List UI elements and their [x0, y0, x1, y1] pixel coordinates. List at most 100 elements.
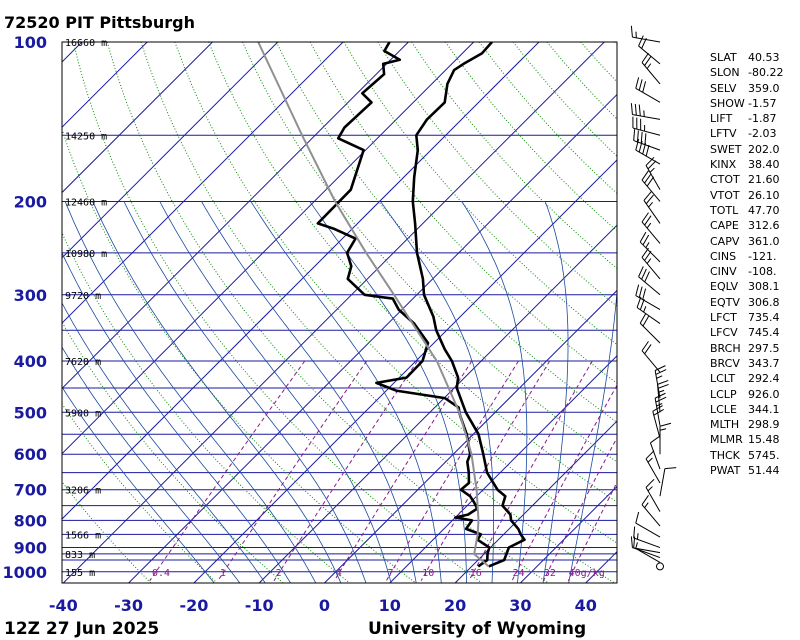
wind-barb	[645, 450, 661, 484]
index-key: LCLE	[710, 402, 737, 416]
mixing-ratio-line	[511, 384, 617, 582]
index-value: 306.8	[748, 295, 780, 309]
isotherm-line	[128, 93, 617, 583]
height-label: 155 m	[65, 568, 95, 579]
temperature-tick-label: 10	[379, 596, 401, 615]
isotherm-line	[62, 42, 409, 390]
wind-barb	[649, 435, 661, 470]
wind-barb	[659, 467, 677, 497]
moist-adiabat-line	[250, 201, 442, 583]
height-label: 1566 m	[65, 530, 101, 541]
pressure-tick-label: 800	[14, 511, 47, 530]
sounding-time-label: 12Z 27 Jun 2025	[4, 619, 159, 639]
mixing-ratio-label: 7	[388, 568, 394, 579]
thermo-grid	[0, 42, 617, 583]
height-label: 7620 m	[65, 357, 101, 368]
index-row-mlmr: MLMR 15.48	[710, 432, 783, 447]
index-value: 292.4	[748, 372, 780, 386]
index-value: 47.70	[748, 203, 780, 217]
mixing-ratio-label: 1	[220, 568, 226, 579]
index-row-cins: CINS -121.	[710, 249, 783, 264]
temperature-profile-line	[411, 42, 526, 568]
index-row-brch: BRCH 297.5	[710, 341, 783, 356]
dry-adiabat-line	[140, 42, 615, 583]
index-value: 745.4	[748, 326, 780, 340]
index-row-lift: LIFT -1.87	[710, 111, 783, 126]
index-row-slat: SLAT 40.53	[710, 50, 783, 65]
mixing-ratio-line	[567, 481, 617, 582]
wind-barb	[638, 266, 661, 296]
mixing-ratio-line	[468, 360, 593, 582]
moist-adiabat-line	[201, 201, 417, 583]
wind-barb	[632, 116, 661, 136]
isotherm-line	[62, 42, 148, 128]
pressure-tick-label: 900	[14, 539, 47, 558]
index-row-mlth: MLTH 298.9	[710, 417, 783, 432]
profile-lines	[257, 42, 526, 568]
index-key: LCLT	[710, 372, 736, 386]
isotherm-line	[62, 42, 83, 63]
index-row-ctot: CTOT 21.60	[710, 172, 783, 187]
isotherm-line	[62, 42, 213, 194]
index-row-show: SHOW -1.57	[710, 96, 783, 111]
index-key: MLMR	[710, 433, 743, 447]
index-row-lftv: LFTV -2.03	[710, 126, 783, 141]
index-key: CTOT	[710, 173, 740, 187]
index-row-totl: TOTL 47.70	[710, 203, 783, 218]
dewpoint-profile-line	[316, 42, 491, 568]
isotherm-line	[62, 42, 344, 324]
index-key: CINS	[710, 249, 737, 263]
index-key: SELV	[710, 81, 737, 95]
isotherm-line	[0, 42, 17, 583]
index-value: 361.0	[748, 234, 780, 248]
temperature-tick-label: -10	[245, 596, 274, 615]
index-key: EQLV	[710, 280, 739, 294]
temperature-tick-label: -30	[114, 596, 143, 615]
moist-adiabat-line	[159, 201, 392, 583]
mixing-ratio-label: 4	[336, 568, 342, 579]
index-key: LFCV	[710, 326, 738, 340]
height-label: 5900 m	[65, 408, 101, 419]
moist-adiabat-line	[123, 201, 367, 583]
wind-barbs	[630, 25, 677, 571]
moist-adiabat-line	[568, 286, 617, 583]
index-key: SLAT	[710, 51, 737, 64]
pressure-tick-label: 1000	[2, 563, 47, 582]
pressure-tick-label: 300	[14, 286, 47, 305]
mixing-ratio-label: 40g/kg	[569, 568, 605, 579]
index-value: -121.	[748, 249, 777, 263]
index-value: 40.53	[748, 51, 780, 64]
isotherm-line	[324, 289, 617, 583]
moist-adiabat-line	[62, 346, 241, 583]
pressure-tick-label: 600	[14, 445, 47, 464]
index-value: 5745.	[748, 448, 780, 462]
index-value: 298.9	[748, 418, 780, 432]
index-row-eqtv: EQTV 306.8	[710, 295, 783, 310]
wind-barb	[639, 231, 661, 263]
wind-barb	[643, 191, 661, 224]
index-value: -2.03	[748, 127, 777, 141]
index-row-pwat: PWAT 51.44	[710, 463, 783, 478]
index-row-thck: THCK 5745.	[710, 448, 783, 463]
pressure-tick-label: 700	[14, 481, 47, 500]
height-label: 9720 m	[65, 291, 101, 302]
index-value: -1.87	[748, 112, 777, 126]
wind-barb	[645, 478, 661, 512]
mixing-ratio-line	[333, 360, 473, 582]
dry-adiabat-line	[62, 403, 218, 583]
wind-barb	[633, 129, 661, 151]
index-key: CAPE	[710, 219, 739, 233]
index-key: PWAT	[710, 464, 741, 478]
pressure-tick-label: 400	[14, 352, 47, 371]
index-key: CAPV	[710, 234, 740, 248]
wind-barb	[641, 495, 661, 527]
mixing-ratio-line	[273, 360, 418, 582]
isotherm-line	[520, 485, 617, 583]
mixing-ratio-label: 24	[513, 568, 525, 579]
dry-adiabat-line	[174, 42, 617, 544]
moist-adiabat-line	[64, 201, 317, 583]
index-row-eqlv: EQLV 308.1	[710, 279, 783, 294]
height-label: 833 m	[65, 550, 95, 561]
